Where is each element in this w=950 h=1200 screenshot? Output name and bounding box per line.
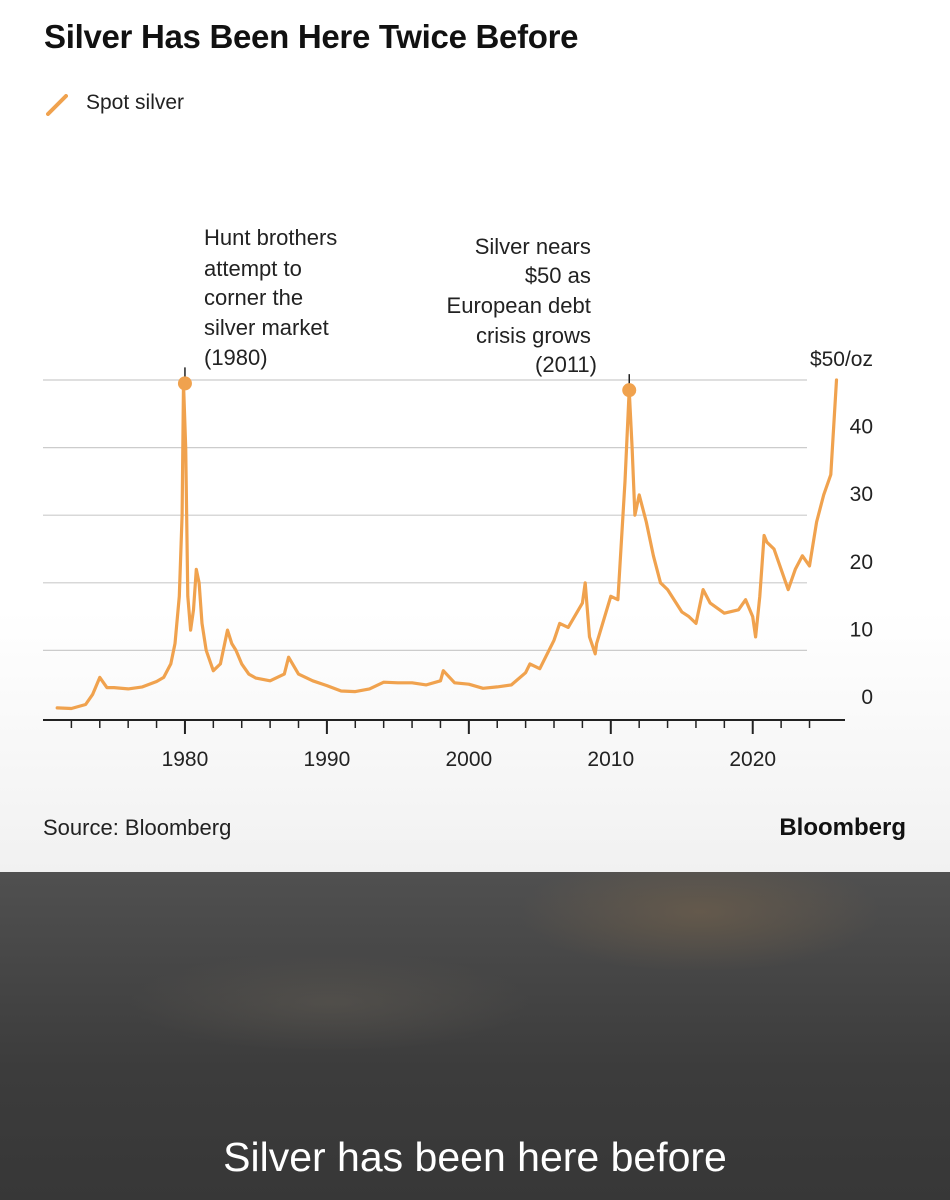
annotation-crisis-line: (2011): [535, 352, 597, 377]
y-tick-label: 40: [850, 416, 873, 439]
y-tick-label: 0: [861, 686, 873, 709]
annotation-hunt-line: (1980): [204, 345, 268, 370]
y-tick-label: 30: [850, 483, 873, 506]
legend-label: Spot silver: [86, 91, 185, 114]
annotation-hunt-line: silver market: [204, 315, 329, 340]
annotation-crisis-line: $50 as: [525, 263, 591, 288]
annotation-hunt-line: Hunt brothers: [204, 225, 337, 250]
annotation-crisis-line: crisis grows: [476, 323, 591, 348]
y-tick-label: 20: [850, 551, 873, 574]
y-tick-label: $50/oz: [810, 348, 873, 371]
x-tick-label: 2010: [587, 748, 634, 771]
annotation-hunt: Hunt brothers attempt to corner the silv…: [204, 225, 343, 370]
caption-text: Silver has been here before: [223, 1134, 727, 1180]
x-tick-label: 2020: [729, 748, 776, 771]
series-line-spot-silver: [55, 378, 839, 711]
annotation-hunt-line: attempt to: [204, 256, 302, 281]
caption-panel: Silver has been here before: [0, 872, 950, 1200]
x-tick-label: 2000: [445, 748, 492, 771]
y-tick-label: 10: [850, 618, 873, 641]
chart-title: Silver Has Been Here Twice Before: [44, 18, 579, 55]
source-note: Source: Bloomberg: [43, 815, 232, 840]
annotation-marker: [622, 383, 637, 398]
annotation-crisis-line: European debt: [447, 293, 591, 318]
annotation-marker: [177, 376, 192, 391]
bloomberg-logo: Bloomberg: [779, 814, 906, 841]
x-tick-label: 1980: [162, 748, 209, 771]
annotation-crisis-line: Silver nears: [475, 234, 591, 259]
chart-plot: 0 10 20 30 40 $50/oz 1980 1990 2000 2010 2020 Hunt…: [43, 225, 873, 771]
chart-panel: Silver Has Been Here Twice Before Spot s…: [0, 0, 950, 872]
x-tick-label: 1990: [304, 748, 351, 771]
annotation-hunt-line: corner the: [204, 285, 303, 310]
annotation-crisis: Silver nears $50 as European debt crisis…: [447, 234, 597, 377]
diagonal-line-icon: [46, 94, 68, 116]
